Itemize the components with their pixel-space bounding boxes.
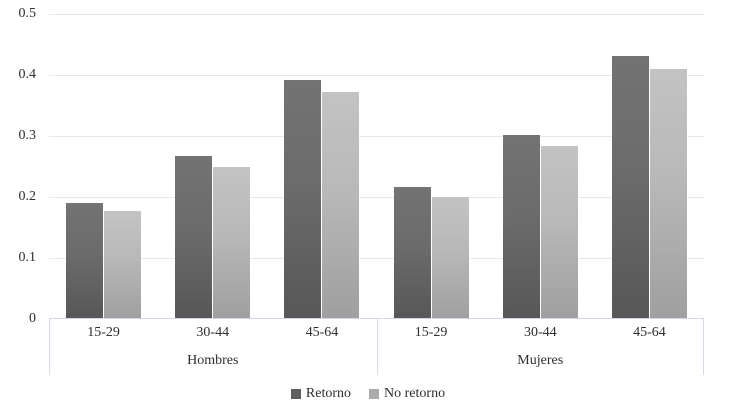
plot-area — [49, 14, 704, 319]
y-tick-label: 0.2 — [18, 189, 37, 204]
gender-group-label-mujeres: Mujeres — [517, 353, 564, 368]
legend-label: Retorno — [305, 386, 352, 401]
gender-label-row: Hombres Mujeres — [49, 346, 704, 375]
bar-no-retorno — [213, 166, 251, 319]
legend-item-no-retorno: No retorno — [369, 386, 445, 402]
bar-no-retorno — [649, 68, 687, 319]
legend-item-retorno: Retorno — [290, 386, 352, 402]
legend-label: No retorno — [384, 386, 446, 401]
y-tick-label: 0.3 — [18, 128, 37, 143]
bar-retorno — [66, 203, 104, 319]
y-tick-label: 0.5 — [18, 6, 37, 21]
gender-group-label-hombres: Hombres — [187, 353, 239, 368]
age-category-label: 45-64 — [305, 325, 339, 340]
age-category-label: 15-29 — [87, 325, 120, 340]
axis-separator — [703, 319, 704, 375]
gridline — [49, 136, 704, 137]
x-axis-line — [49, 318, 704, 319]
gridline — [49, 258, 704, 259]
bar-no-retorno — [540, 145, 578, 319]
bar-group — [486, 14, 595, 319]
bar-group — [377, 14, 486, 319]
bar-retorno — [393, 186, 431, 319]
axis-separator — [49, 319, 50, 375]
bar-no-retorno — [322, 92, 360, 319]
axis-separator — [376, 319, 378, 375]
bar-retorno — [284, 79, 322, 319]
age-category-label: 30-44 — [523, 325, 557, 340]
age-category-label: 45-64 — [633, 325, 666, 340]
legend-swatch-icon — [369, 389, 380, 399]
age-category-label: 15-29 — [414, 325, 448, 340]
legend: Retorno No retorno — [0, 386, 736, 402]
bar-retorno — [611, 55, 649, 319]
bar-retorno — [502, 135, 540, 319]
age-category-label: 30-44 — [196, 325, 230, 340]
bar-retorno — [175, 155, 213, 319]
bar-group — [49, 14, 158, 319]
legend-swatch-icon — [290, 389, 301, 399]
gridline — [49, 14, 704, 15]
y-tick-label: 0.4 — [18, 67, 37, 82]
bar-series-container — [49, 14, 704, 319]
age-label-row: 15-29 30-44 45-64 15-29 30-44 45-64 — [49, 319, 704, 346]
bar-group — [158, 14, 267, 319]
y-tick-label: 0 — [29, 311, 36, 326]
gridline — [49, 75, 704, 76]
bar-no-retorno — [431, 197, 469, 319]
gridline — [49, 197, 704, 198]
bar-group — [267, 14, 376, 319]
bar-group — [595, 14, 704, 319]
bar-no-retorno — [104, 211, 142, 319]
y-tick-label: 0.1 — [18, 250, 37, 265]
category-axis: 15-29 30-44 45-64 15-29 30-44 45-64 Hombres Mu… — [49, 319, 704, 375]
